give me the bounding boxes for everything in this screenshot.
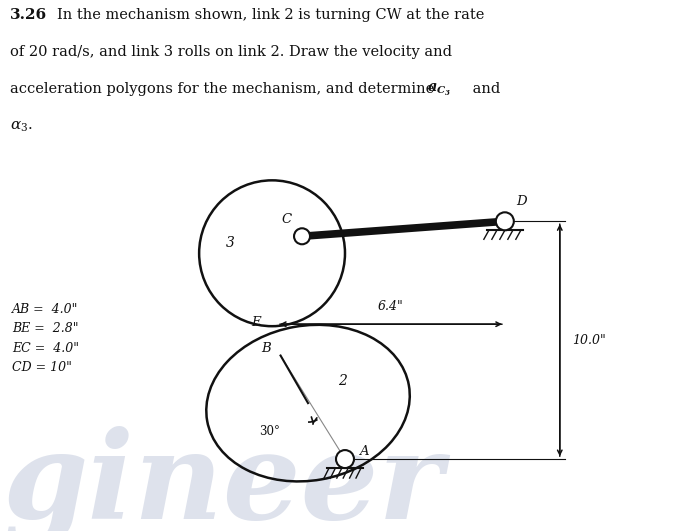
Text: AB =  4.0": AB = 4.0" (12, 303, 79, 316)
Text: CD = 10": CD = 10" (12, 361, 72, 374)
Text: EC =  4.0": EC = 4.0" (12, 341, 79, 355)
Text: and: and (468, 82, 500, 96)
Text: 4: 4 (389, 234, 398, 247)
Text: 2: 2 (339, 374, 347, 388)
Text: E: E (251, 316, 261, 329)
Text: 6.4": 6.4" (378, 300, 404, 313)
Text: 3.26: 3.26 (10, 8, 47, 22)
Text: A: A (359, 444, 369, 458)
Text: 3: 3 (225, 236, 234, 250)
Text: In the mechanism shown, link 2 is turning CW at the rate: In the mechanism shown, link 2 is turnin… (57, 8, 485, 22)
Circle shape (496, 212, 513, 230)
Text: $\bfit{a}_{C_3}$: $\bfit{a}_{C_3}$ (427, 82, 452, 98)
Text: 10.0": 10.0" (572, 333, 606, 347)
Text: C: C (281, 213, 291, 226)
Text: B: B (262, 342, 271, 355)
Text: acceleration polygons for the mechanism, and determine: acceleration polygons for the mechanism,… (10, 82, 439, 96)
Text: $\alpha_3$.: $\alpha_3$. (10, 119, 33, 134)
Text: D: D (516, 195, 527, 208)
Text: gineer: gineer (2, 426, 443, 531)
Text: BE =  2.8": BE = 2.8" (12, 322, 79, 335)
Circle shape (294, 228, 310, 244)
Circle shape (336, 450, 354, 468)
Text: of 20 rad/s, and link 3 rolls on link 2. Draw the velocity and: of 20 rad/s, and link 3 rolls on link 2.… (10, 45, 452, 59)
Text: 30°: 30° (259, 425, 280, 438)
